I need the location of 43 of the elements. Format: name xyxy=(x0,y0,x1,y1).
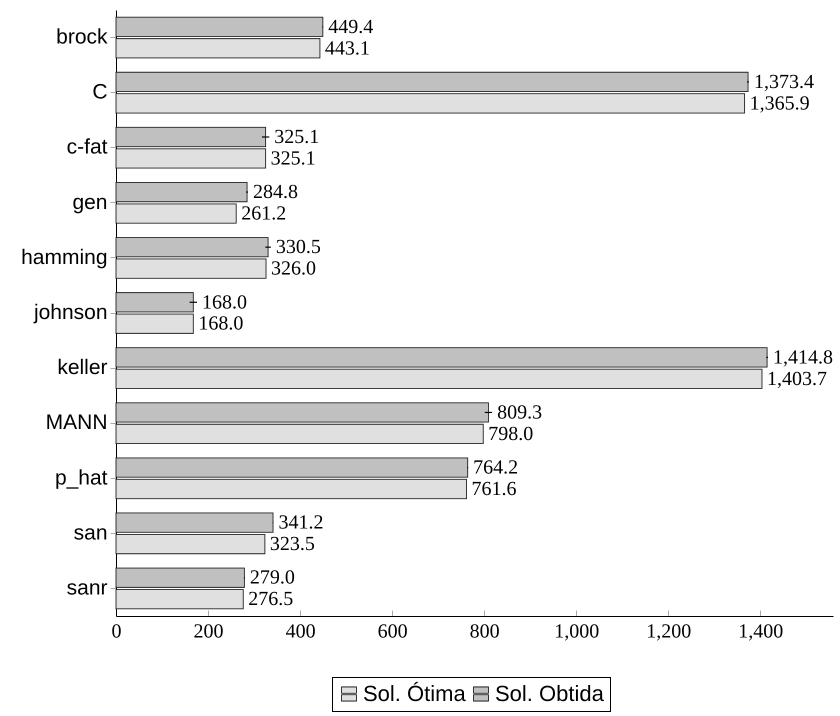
data-label: 1,365.9 xyxy=(750,92,810,114)
y-tick-label: gen xyxy=(72,190,108,214)
y-tick-label: sanr xyxy=(66,576,108,600)
data-label: 279.0 xyxy=(250,566,295,589)
data-label: 449.4 xyxy=(328,16,374,38)
data-label: 1,403.7 xyxy=(766,368,827,390)
y-tick-label: keller xyxy=(57,356,108,380)
data-label: 325.1 xyxy=(274,126,320,148)
data-label: 284.8 xyxy=(252,181,298,204)
data-label: 761.6 xyxy=(471,478,516,500)
x-tick-label: 0 xyxy=(112,620,122,642)
y-tick-label: hamming xyxy=(21,246,108,269)
x-tick-label: 1,000 xyxy=(554,620,600,642)
data-label: 326.0 xyxy=(271,258,316,280)
x-tick-label: 200 xyxy=(194,620,224,642)
y-tick-label: brock xyxy=(56,26,108,49)
data-label: 168.0 xyxy=(202,291,247,314)
legend-label: Sol. Ótima xyxy=(363,681,466,706)
data-label: 341.2 xyxy=(278,512,324,534)
x-tick-label: 800 xyxy=(470,620,500,642)
data-label: 168.0 xyxy=(198,312,244,335)
data-label: 1,373.4 xyxy=(754,70,814,93)
data-label: 443.1 xyxy=(324,37,370,60)
x-tick-label: 600 xyxy=(378,620,408,642)
data-label: 323.5 xyxy=(270,533,315,556)
data-label: 809.3 xyxy=(497,401,542,424)
data-label: 276.5 xyxy=(248,588,294,610)
data-label: 261.2 xyxy=(241,202,286,225)
legend-label: Sol. Obtida xyxy=(495,681,605,706)
data-label: 798.0 xyxy=(488,422,534,445)
y-tick-label: c-fat xyxy=(66,136,108,159)
data-label: 764.2 xyxy=(473,456,518,479)
data-label: 325.1 xyxy=(270,147,316,170)
x-tick-label: 400 xyxy=(286,620,316,642)
y-tick-label: MANN xyxy=(46,411,108,434)
y-tick-label: C xyxy=(92,80,108,104)
y-tick-label: san xyxy=(74,521,108,544)
data-label: 1,414.8 xyxy=(773,346,834,368)
x-tick-label: 1,400 xyxy=(738,620,784,642)
x-tick-label: 1,200 xyxy=(646,620,692,642)
y-tick-label: p_hat xyxy=(54,466,108,490)
y-tick-label: johnson xyxy=(32,301,108,324)
data-label: 330.5 xyxy=(276,236,321,258)
